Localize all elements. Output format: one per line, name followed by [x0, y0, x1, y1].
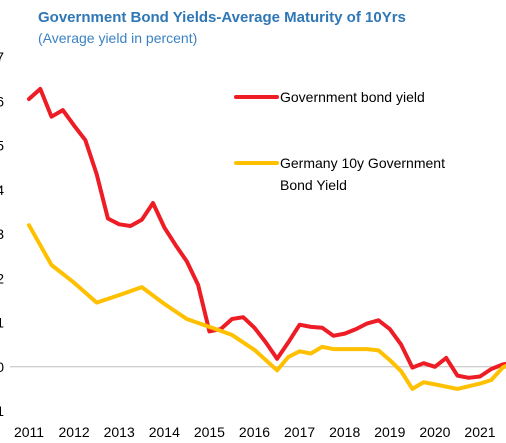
legend-label: Bond Yield	[280, 177, 347, 193]
y-tick-label: 2	[0, 270, 4, 286]
x-tick-label: 2017	[284, 424, 315, 440]
x-tick-label: 2015	[194, 424, 225, 440]
y-tick-label: 7	[0, 49, 4, 65]
y-tick-label: 0	[0, 359, 4, 375]
y-tick-label: 4	[0, 182, 4, 198]
y-tick-label: 1	[0, 315, 4, 331]
y-tick-label: 6	[0, 93, 4, 109]
legend-label: Government bond yield	[280, 89, 425, 105]
chart-title: Government Bond Yields-Average Maturity …	[38, 9, 406, 26]
x-tick-label: 2021	[464, 424, 495, 440]
y-tick-label: -1	[0, 403, 4, 419]
y-tick-label: 5	[0, 138, 4, 154]
legend-label: Germany 10y Government	[280, 155, 445, 171]
series-line-2	[27, 223, 506, 391]
x-tick-label: 2012	[59, 424, 90, 440]
y-tick-label: 3	[0, 226, 4, 242]
x-tick-label: 2014	[149, 424, 180, 440]
x-tick-label: 2011	[14, 424, 44, 440]
x-tick-label: 2018	[329, 424, 360, 440]
x-tick-label: 2016	[239, 424, 270, 440]
chart-subtitle: (Average yield in percent)	[38, 30, 198, 46]
x-tick-label: 2020	[419, 424, 450, 440]
series-line-1	[27, 86, 506, 380]
x-tick-label: 2013	[104, 424, 135, 440]
x-tick-label: 2019	[374, 424, 405, 440]
